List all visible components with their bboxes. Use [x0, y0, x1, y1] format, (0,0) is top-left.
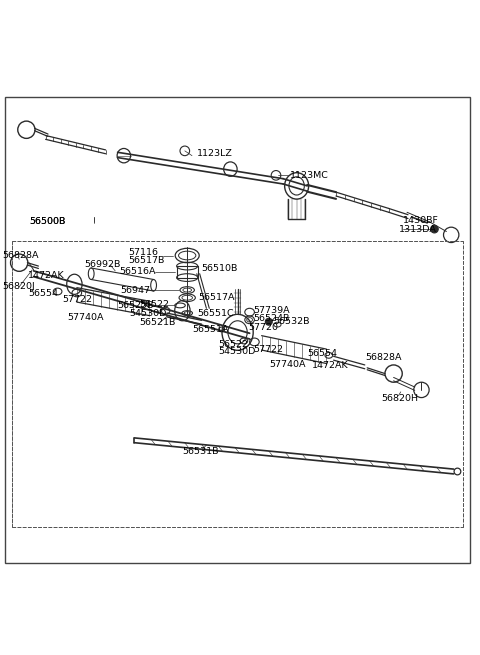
- Text: 56532B: 56532B: [274, 317, 310, 326]
- Text: 56947: 56947: [120, 286, 150, 295]
- Text: 57740A: 57740A: [269, 360, 305, 369]
- Text: 56516A: 56516A: [119, 267, 156, 276]
- Text: 56500B: 56500B: [29, 217, 65, 227]
- Circle shape: [265, 318, 272, 325]
- Text: 1472AK: 1472AK: [28, 271, 64, 280]
- Text: 57116: 57116: [129, 248, 158, 257]
- Circle shape: [431, 225, 438, 233]
- Text: 56525B: 56525B: [118, 301, 154, 310]
- Text: 56524B: 56524B: [253, 314, 289, 324]
- Text: 1123MC: 1123MC: [290, 171, 329, 180]
- Text: 54530D: 54530D: [218, 347, 256, 356]
- Text: 56521B: 56521B: [139, 318, 176, 328]
- Text: 56554: 56554: [28, 290, 58, 299]
- Text: 56517A: 56517A: [198, 293, 235, 302]
- Text: 56551A: 56551A: [192, 325, 228, 334]
- Text: 1472AK: 1472AK: [312, 362, 348, 370]
- Text: 56551C: 56551C: [197, 309, 233, 318]
- Text: 57720: 57720: [248, 323, 278, 332]
- Text: 56522: 56522: [218, 341, 249, 349]
- Text: 54530D: 54530D: [130, 309, 167, 318]
- Text: 57740A: 57740A: [67, 313, 104, 322]
- Text: 56992B: 56992B: [84, 259, 120, 269]
- Text: 56517B: 56517B: [129, 256, 165, 265]
- Text: 57739A: 57739A: [253, 306, 289, 315]
- Text: 56522: 56522: [139, 301, 169, 309]
- Text: 56820H: 56820H: [382, 394, 419, 403]
- Text: 57722: 57722: [253, 345, 283, 354]
- Text: 56531B: 56531B: [182, 447, 219, 456]
- Text: 56820J: 56820J: [2, 282, 35, 291]
- Text: 56554: 56554: [307, 349, 337, 358]
- Text: 1313DA: 1313DA: [399, 225, 437, 234]
- Text: 1123LZ: 1123LZ: [197, 149, 233, 159]
- Text: 1430BF: 1430BF: [403, 216, 439, 225]
- Text: 56510B: 56510B: [202, 265, 238, 273]
- Text: 57722: 57722: [62, 295, 92, 304]
- Text: 56500B: 56500B: [29, 217, 65, 227]
- Text: 56828A: 56828A: [365, 353, 401, 362]
- Text: 56828A: 56828A: [2, 251, 39, 260]
- FancyBboxPatch shape: [5, 97, 470, 563]
